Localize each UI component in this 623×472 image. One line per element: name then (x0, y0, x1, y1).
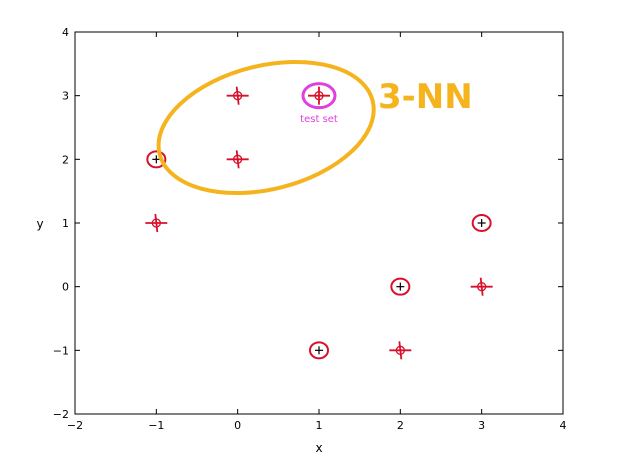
red-cross-v (479, 277, 484, 296)
y-tick-label: −2 (53, 408, 69, 421)
annotation-overlay (156, 59, 376, 196)
test-set-label: test set (300, 114, 338, 125)
y-tick-label: 2 (62, 153, 69, 166)
x-tick-label: −1 (148, 419, 164, 432)
data-point (471, 214, 492, 232)
test-circle-marker (314, 91, 324, 101)
y-tick-label: 1 (62, 217, 69, 230)
x-tick-label: 4 (560, 419, 567, 432)
red-cross-v (235, 150, 240, 169)
x-tick-label: 3 (478, 419, 485, 432)
y-tick-label: 3 (62, 90, 69, 103)
data-point (470, 277, 493, 296)
y-tick-label: 4 (62, 26, 69, 39)
three-nn-label: 3-NN (378, 77, 473, 117)
circle-marker (151, 218, 161, 228)
data-point (309, 341, 329, 360)
circle-marker (477, 282, 487, 292)
red-circle-annotation (309, 341, 329, 360)
red-cross-v (154, 213, 159, 233)
x-tick-label: 2 (397, 419, 404, 432)
nn-region-ellipse (156, 59, 376, 196)
data-point (390, 277, 411, 296)
test-highlight-ring (301, 82, 337, 110)
x-axis-label: x (315, 441, 322, 455)
red-circle-annotation (390, 277, 411, 296)
data-point (389, 341, 412, 360)
red-cross-v (235, 86, 240, 105)
data-point (226, 86, 249, 105)
data-point (226, 150, 249, 169)
data-point (146, 150, 167, 169)
x-tick-label: 1 (316, 419, 323, 432)
data-point (145, 213, 168, 233)
axis-ticks: −2 −1 0 1 2 3 4 −2 −1 0 1 2 3 4 (53, 26, 567, 432)
red-cross-v (398, 341, 403, 360)
y-axis-label: y (36, 217, 43, 231)
circle-marker (233, 91, 243, 101)
circle-marker (395, 345, 405, 355)
red-circle-annotation (146, 150, 167, 169)
circle-marker (233, 154, 243, 164)
x-tick-label: 0 (234, 419, 241, 432)
y-tick-label: 0 (62, 281, 69, 294)
red-circle-annotation (471, 214, 492, 232)
y-tick-label: −1 (53, 344, 69, 357)
test-point (301, 82, 337, 110)
x-tick-label: −2 (67, 419, 83, 432)
nn-region-loop (156, 59, 376, 196)
data-marks (145, 82, 493, 360)
